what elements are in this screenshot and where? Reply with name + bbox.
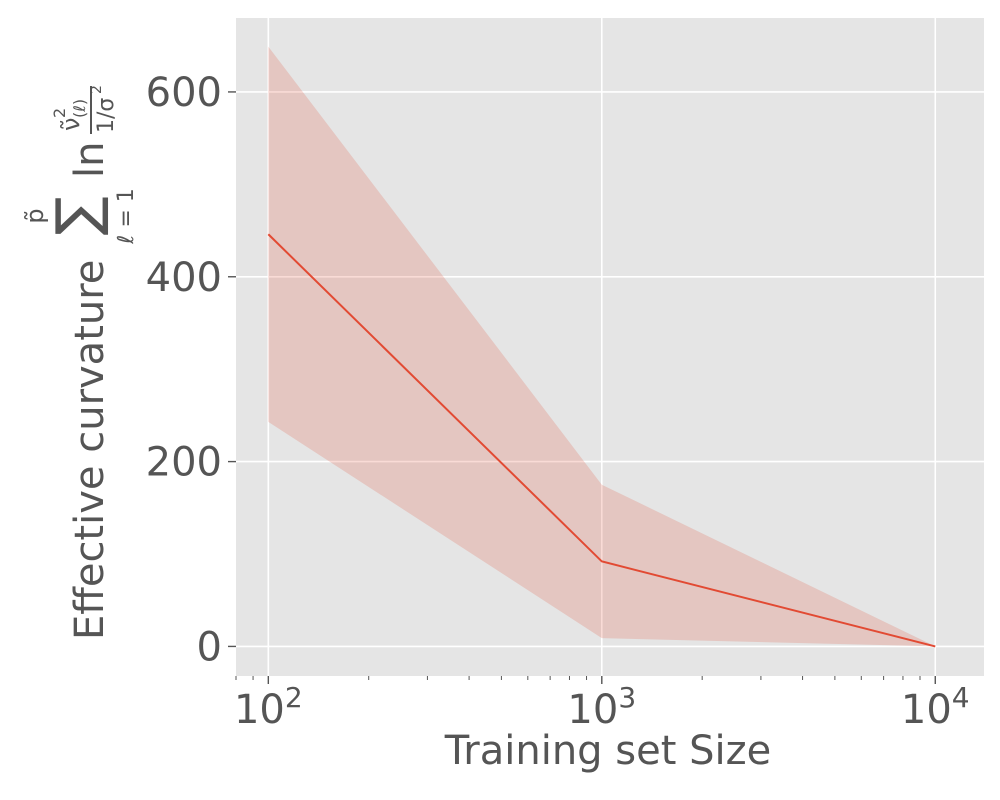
x-tick-label-1: 103 <box>567 681 636 733</box>
y-axis-sum-lower: ℓ = 1 <box>114 188 139 245</box>
series-0-confidence-band <box>268 46 936 647</box>
y-tick-label-2: 400 <box>146 255 222 301</box>
y-tick-label-0: 0 <box>197 624 222 670</box>
x-tick-labels: 102 103 104 <box>234 681 970 733</box>
plot-area <box>236 18 984 676</box>
y-axis-fraction-numerator-sub: (ℓ) <box>70 99 89 118</box>
y-tick-labels: 0 200 400 600 <box>146 70 222 670</box>
y-tick-label-1: 200 <box>146 440 222 486</box>
y-axis-ln: ln <box>67 142 113 178</box>
x-tick-label-2: 104 <box>901 681 970 733</box>
y-tick-label-3: 600 <box>146 70 222 116</box>
y-axis-label-text: Effective curvature <box>67 260 113 640</box>
y-axis-sum-operator: ∑ <box>43 196 111 235</box>
y-axis-fraction-denominator-sup: 2 <box>89 85 105 94</box>
x-axis-label: Training set Size <box>444 728 772 774</box>
data-layer <box>267 46 936 648</box>
y-axis-fraction-numerator: ν̃ <box>57 118 85 131</box>
minor-ticks <box>228 91 936 684</box>
y-axis-fraction-numerator-sup: 2 <box>50 108 69 118</box>
gridlines <box>236 18 984 676</box>
y-axis-sum-upper: p̃ <box>21 208 49 223</box>
y-axis-label: Effective curvature p̃ ∑ ℓ = 1 ln ν̃ 2 (… <box>21 85 139 640</box>
y-axis-fraction-denominator: 1/σ <box>94 98 119 133</box>
x-tick-label-0: 102 <box>234 681 303 733</box>
